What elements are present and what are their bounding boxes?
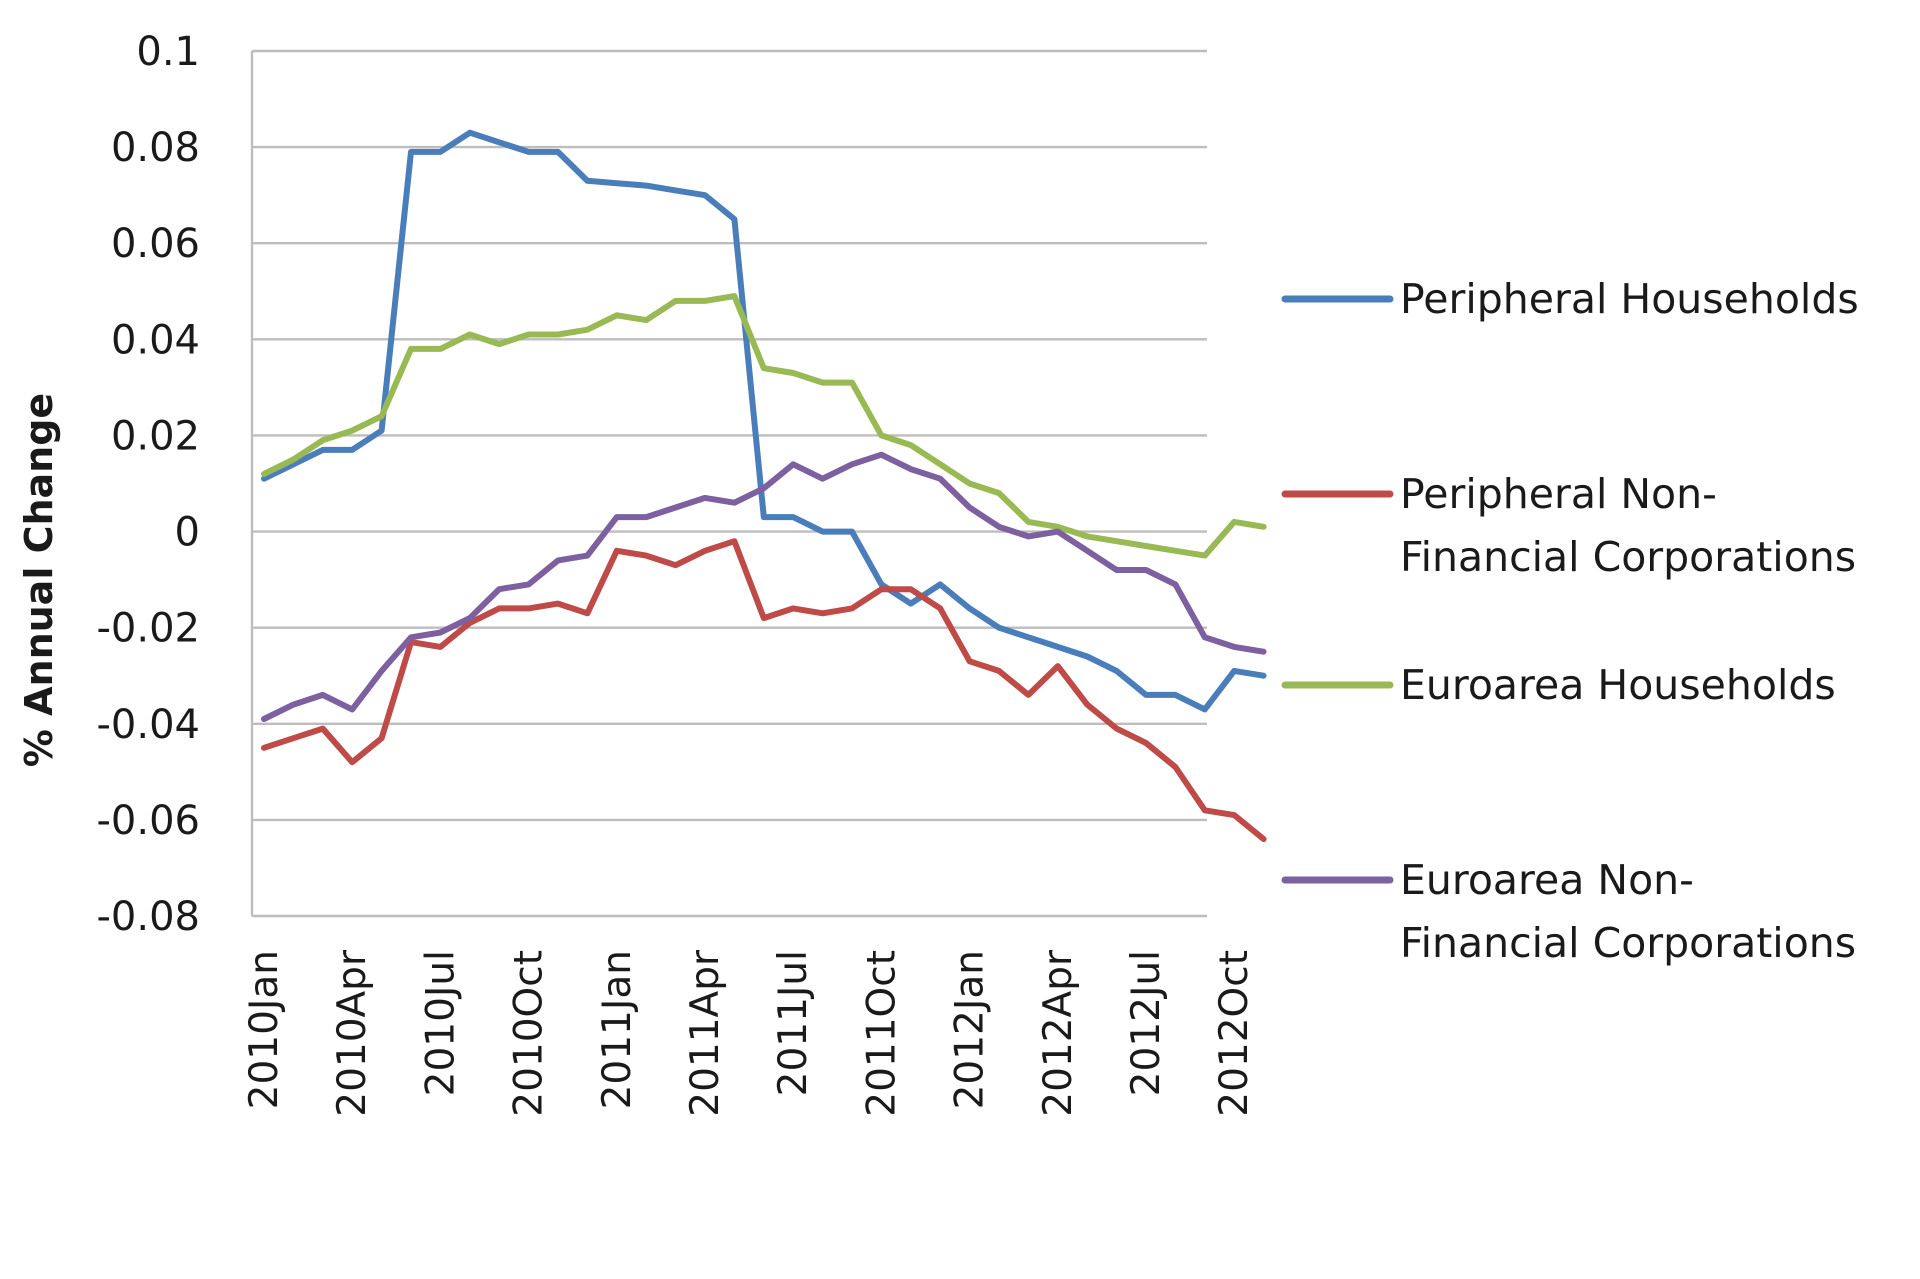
series-lines [261,129,1267,843]
legend-label-3: Euroarea Households [1400,661,1836,709]
y-tick-label: -0.04 [97,702,201,748]
x-tick-label: 2010Jul [418,950,463,1096]
x-tick-label: 2011Jul [771,950,816,1096]
legend: Peripheral Households Peripheral Non-Fina… [1281,275,1859,967]
gridlines [252,49,1207,918]
legend-label-2: Peripheral Non-Financial Corporations [1400,470,1856,581]
y-tick-label: -0.06 [97,798,201,844]
series-line-3 [261,293,1267,559]
series-line-1 [261,129,1267,713]
y-tick-label: 0.04 [111,317,200,363]
x-tick-label: 2012Jul [1124,950,1169,1096]
x-tick-label: 2010Apr [330,949,375,1117]
y-tick-label: 0.02 [111,413,200,459]
x-tick-label: 2012Apr [1036,949,1081,1117]
x-tick-label: 2011Oct [859,950,904,1117]
y-axis-tick-labels: 0.1 0.08 0.06 0.04 0.02 0 -0.02 -0.04 -0.06 -0.08 [97,29,201,940]
y-tick-label: 0.08 [111,125,200,171]
x-tick-label: 2011Apr [683,949,728,1117]
y-tick-label: 0.06 [111,221,200,267]
x-tick-label: 2011Jan [595,950,640,1109]
series-line-4 [261,451,1267,722]
x-tick-label: 2012Oct [1212,950,1257,1117]
y-tick-label: -0.08 [97,894,201,940]
x-axis-tick-labels: 2010Jan 2010Apr 2010Jul 2010Oct 2011Jan 2011A… [242,949,1257,1117]
y-tick-label: 0.1 [136,29,200,75]
x-tick-label: 2012Jan [948,950,993,1109]
legend-label-1: Peripheral Households [1400,275,1859,323]
legend-label-4: Euroarea Non-Financial Corporations [1400,856,1856,967]
series-line-2 [261,538,1267,843]
y-axis-title: % Annual Change [17,393,61,767]
x-tick-label: 2010Jan [242,950,287,1109]
x-tick-label: 2010Oct [507,950,552,1117]
y-tick-label: -0.02 [97,606,201,652]
y-tick-label: 0 [175,510,200,556]
